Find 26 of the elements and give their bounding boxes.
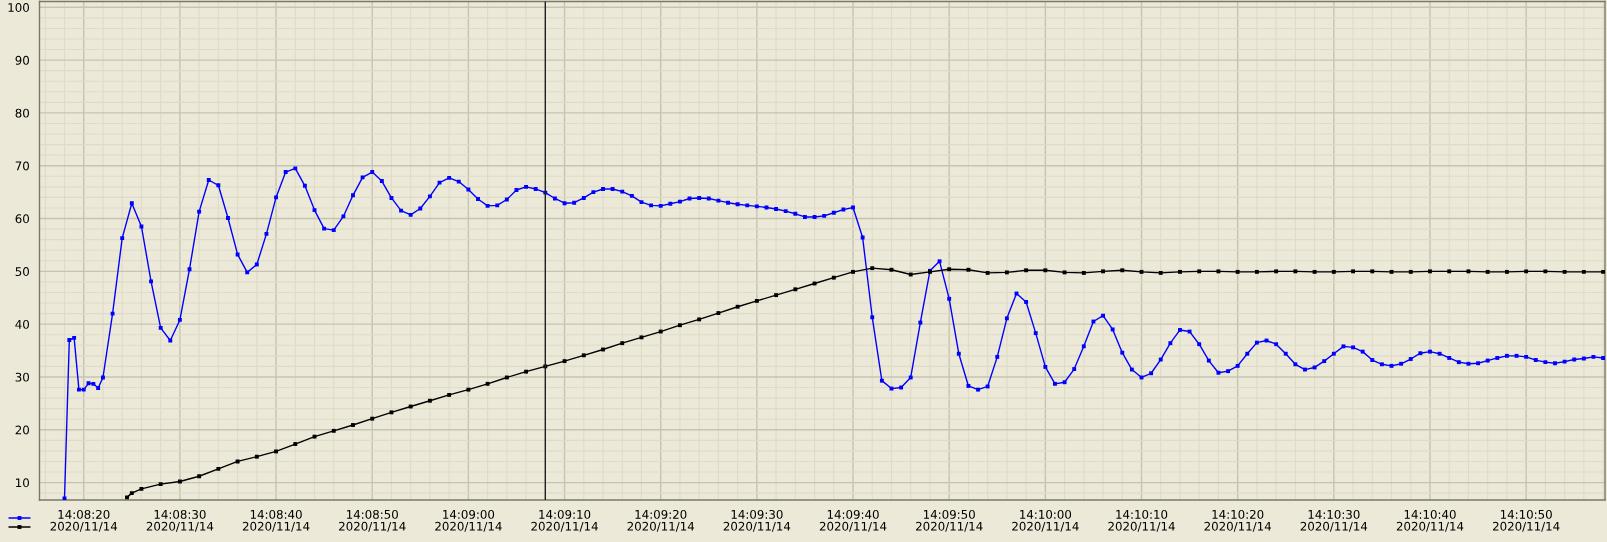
- y-tick-label: 60: [15, 214, 29, 224]
- x-tick-label: 14:10:40 2020/11/14: [1396, 509, 1464, 532]
- x-tick-label: 14:09:30 2020/11/14: [723, 509, 791, 532]
- y-tick-label: 100: [8, 3, 29, 12]
- x-tick-label: 14:08:30 2020/11/14: [146, 509, 214, 532]
- y-tick-label: 50: [15, 267, 29, 276]
- x-tick-label: 14:10:20 2020/11/14: [1204, 509, 1272, 532]
- x-tick-label: 14:10:30 2020/11/14: [1300, 509, 1368, 532]
- y-tick-label: 70: [15, 161, 29, 171]
- x-tick-label: 14:10:50 2020/11/14: [1492, 509, 1560, 532]
- x-tick-label: 14:08:40 2020/11/14: [242, 509, 310, 532]
- x-tick-label: 14:09:40 2020/11/14: [819, 509, 887, 532]
- x-tick-label: 14:09:20 2020/11/14: [627, 509, 695, 532]
- x-tick-label: 14:09:00 2020/11/14: [435, 509, 502, 532]
- x-tick-label: 14:09:10 2020/11/14: [531, 509, 598, 532]
- y-tick-label: 90: [15, 55, 29, 65]
- y-tick-label: 80: [15, 108, 29, 118]
- x-tick-label: 14:10:00 2020/11/14: [1012, 509, 1079, 532]
- y-tick-label: 30: [15, 372, 29, 382]
- x-tick-label: 14:08:50 2020/11/14: [339, 509, 406, 532]
- y-tick-label: 20: [15, 425, 29, 435]
- x-tick-label: 14:10:10 2020/11/14: [1108, 509, 1175, 532]
- y-tick-label: 40: [15, 319, 29, 329]
- x-tick-label: 14:08:20 2020/11/14: [50, 509, 118, 532]
- y-tick-label: 10: [16, 478, 29, 488]
- x-tick-label: 14:09:50 2020/11/14: [916, 509, 983, 532]
